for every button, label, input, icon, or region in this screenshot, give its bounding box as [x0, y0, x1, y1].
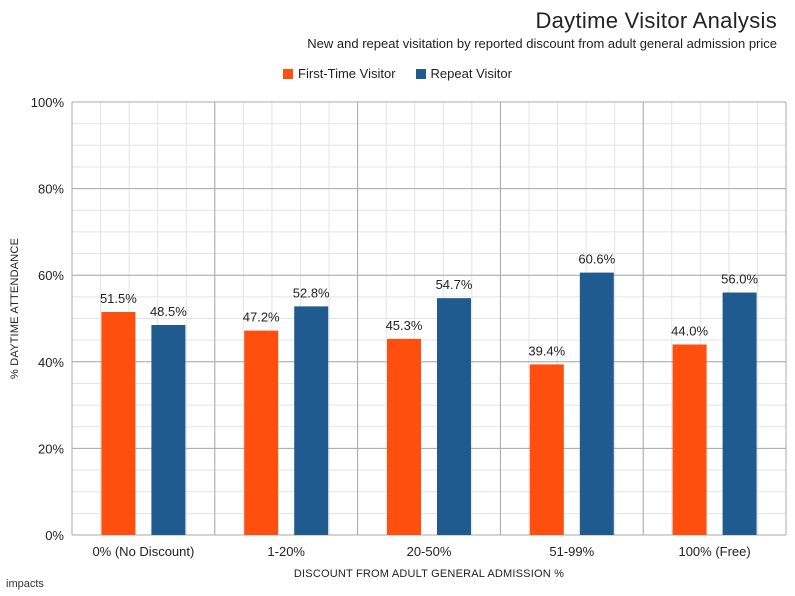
bar-repeat — [294, 306, 329, 535]
bar-repeat — [437, 298, 471, 535]
bar-repeat — [579, 272, 614, 535]
bar-first-time — [101, 312, 136, 535]
y-tick-label: 80% — [38, 182, 64, 197]
bar-first-time — [672, 344, 707, 535]
data-label: 45.3% — [386, 318, 423, 333]
bar-first-time — [387, 338, 421, 535]
legend: First-Time Visitor Repeat Visitor — [0, 66, 795, 81]
chart-title: Daytime Visitor Analysis — [535, 8, 777, 33]
y-tick-label: 60% — [38, 268, 64, 283]
x-tick-label: 0% (No Discount) — [92, 544, 194, 559]
data-label: 47.2% — [243, 310, 280, 325]
x-axis-label: DISCOUNT FROM ADULT GENERAL ADMISSION % — [293, 568, 565, 580]
data-label: 48.5% — [150, 304, 187, 319]
y-tick-label: 0% — [45, 528, 64, 543]
legend-item-first-time: First-Time Visitor — [283, 66, 396, 81]
data-label: 51.5% — [100, 291, 137, 306]
legend-label-first-time: First-Time Visitor — [298, 66, 396, 81]
data-label: 44.0% — [671, 323, 708, 338]
data-label: 52.8% — [293, 285, 330, 300]
y-tick-label: 40% — [38, 355, 64, 370]
bar-repeat — [722, 292, 757, 535]
x-tick-label: 1-20% — [267, 544, 305, 559]
legend-label-repeat: Repeat Visitor — [430, 66, 512, 81]
bar-first-time — [529, 364, 564, 535]
legend-swatch-first-time — [283, 68, 294, 79]
bar-first-time — [244, 330, 279, 535]
data-label: 56.0% — [721, 272, 758, 287]
chart-subtitle: New and repeat visitation by reported di… — [307, 36, 777, 51]
x-tick-label: 20-50% — [407, 544, 452, 559]
legend-item-repeat: Repeat Visitor — [415, 66, 512, 81]
y-tick-label: 20% — [38, 441, 64, 456]
data-label: 60.6% — [578, 252, 615, 267]
x-tick-label: 100% (Free) — [678, 544, 750, 559]
data-label: 54.7% — [436, 277, 473, 292]
bar-repeat — [151, 324, 186, 535]
legend-swatch-repeat — [415, 68, 426, 79]
y-tick-label: 100% — [31, 95, 65, 110]
brand-logo: impacts — [6, 578, 44, 590]
data-label: 39.4% — [528, 343, 565, 358]
x-tick-label: 51-99% — [549, 544, 594, 559]
